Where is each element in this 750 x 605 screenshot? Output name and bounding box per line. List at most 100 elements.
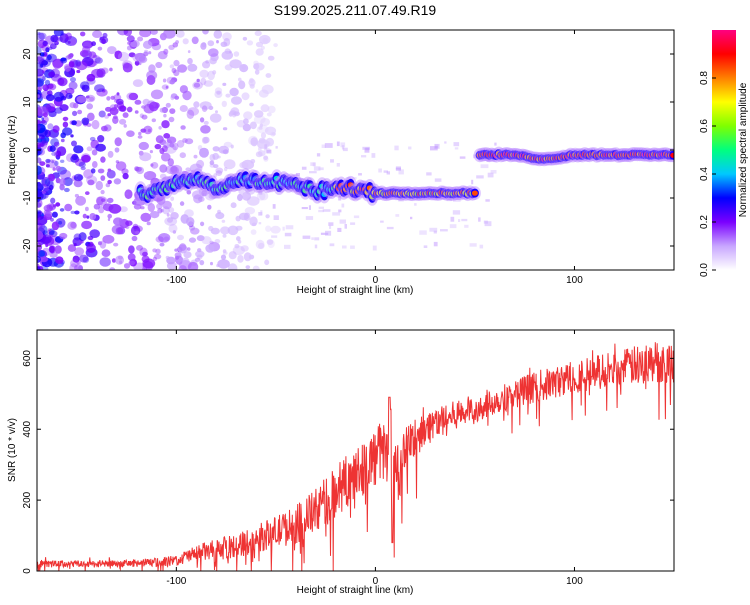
- spectrogram-noise-cell: [480, 164, 489, 169]
- spectrogram-noise-blob: [152, 256, 157, 261]
- spectrogram-noise-blob: [220, 41, 228, 47]
- spectrogram-noise-blob: [237, 193, 243, 202]
- spectrogram-noise-blob: [220, 254, 227, 260]
- spectrogram-noise-blob: [55, 150, 62, 157]
- spectrogram-noise-blob: [222, 127, 228, 131]
- spectrogram-noise-blob: [122, 62, 133, 73]
- spectrogram-noise-cell: [258, 190, 263, 195]
- spectrogram-noise-blob: [53, 30, 64, 37]
- spectrogram-noise-blob: [37, 209, 42, 214]
- spectrogram-noise-blob: [115, 255, 124, 265]
- spectrogram-noise-blob: [106, 197, 114, 204]
- spectrogram-noise-blob: [78, 232, 87, 242]
- spectrogram-noise-blob: [78, 254, 89, 263]
- spectrogram-noise-blob: [158, 126, 162, 130]
- colorbar: 0.0 0.2 0.4 0.6 0.8 Normalized spectral ampl…: [699, 30, 749, 277]
- spectrogram-noise-cell: [317, 197, 321, 203]
- spectrogram-noise-blob: [37, 78, 45, 87]
- spectrogram-noise-blob: [254, 30, 262, 36]
- spectrogram-noise-blob: [265, 214, 270, 219]
- spectrogram-noise-blob: [54, 160, 59, 166]
- spectrogram-noise-blob: [181, 257, 190, 266]
- spectrogram-noise-blob: [162, 200, 172, 210]
- spectrogram-noise-blob: [70, 210, 76, 214]
- spectrogram-noise-blob: [41, 176, 51, 187]
- spectrogram-noise-blob: [139, 247, 148, 257]
- spectrogram-noise-blob: [50, 34, 59, 43]
- spectrogram-noise-blob: [55, 256, 64, 265]
- spectrogram-noise-blob: [113, 242, 119, 247]
- spectrogram-noise-blob: [65, 32, 72, 40]
- spectrogram-noise-blob: [132, 53, 146, 63]
- spectrogram-noise-blob: [41, 117, 44, 121]
- spectrogram-noise-blob: [188, 237, 197, 243]
- spectrogram-noise-blob: [122, 112, 129, 118]
- spectrogram-noise-blob: [207, 70, 216, 81]
- spectrogram-noise-blob: [52, 204, 57, 208]
- spectrogram-noise-blob: [255, 41, 264, 48]
- spectrogram-noise-blob: [37, 32, 45, 41]
- spectrogram-ridge-core: [321, 191, 328, 197]
- spectrogram-noise-blob: [175, 40, 180, 44]
- snr-y-tick-label: 400: [22, 420, 33, 437]
- spectrogram-noise-blob: [159, 164, 168, 173]
- spectrogram-noise-cell: [454, 147, 459, 150]
- spectrogram-noise-blob: [242, 36, 248, 41]
- spectrogram-noise-blob: [170, 212, 179, 220]
- spectrogram-noise-blob: [109, 107, 119, 116]
- spectrogram-noise-cell: [476, 175, 484, 179]
- spectrogram-noise-blob: [136, 166, 145, 175]
- spectrogram-noise-cell: [423, 245, 428, 248]
- spectrogram-noise-blob: [222, 32, 232, 41]
- spectrogram-noise-cell: [295, 173, 300, 177]
- spectrogram-noise-cell: [487, 172, 494, 178]
- spectrogram-noise-cell: [271, 235, 278, 238]
- spectrogram-noise-cell: [336, 141, 340, 147]
- spectrogram-noise-blob: [45, 47, 50, 53]
- spectrogram-noise-blob: [47, 228, 52, 232]
- spectrogram-noise-cell: [483, 220, 488, 224]
- snr-y-label: SNR (10 * v/v): [7, 418, 18, 482]
- spectrogram-noise-blob: [214, 87, 223, 94]
- spectrogram-noise-blob: [87, 179, 95, 186]
- spectrogram-noise-blob: [76, 61, 88, 71]
- spectrogram-noise-blob: [115, 161, 127, 171]
- spectrogram-noise-blob: [45, 210, 52, 218]
- spectrogram-noise-cell: [426, 172, 432, 176]
- spectrogram-noise-cell: [318, 206, 324, 209]
- spectrogram-noise-blob: [196, 159, 205, 169]
- spectrogram-noise-cell: [490, 170, 497, 174]
- spectrogram-noise-blob: [86, 243, 96, 253]
- spectrogram-noise-blob: [42, 112, 49, 118]
- spectrogram-noise-blob: [138, 141, 149, 151]
- spectrogram-noise-blob: [117, 30, 129, 36]
- spectrogram-noise-cell: [258, 147, 262, 151]
- spectrogram-noise-blob: [86, 175, 98, 185]
- spectrogram-noise-blob: [255, 151, 263, 158]
- spectrogram-noise-blob: [228, 111, 233, 117]
- spectrogram-noise-blob: [162, 78, 167, 83]
- spectrogram-noise-blob: [80, 166, 86, 171]
- spectrogram-noise-blob: [128, 52, 136, 58]
- spectrogram-noise-blob: [266, 239, 274, 246]
- spectrogram-noise-blob: [221, 219, 226, 223]
- spectrogram-noise-blob: [97, 46, 103, 51]
- spectrogram-noise-blob: [53, 141, 60, 147]
- spectrogram-noise-cell: [364, 148, 370, 153]
- spectrogram-image: [37, 30, 674, 270]
- spectrogram-noise-blob: [175, 30, 185, 38]
- spectrogram-noise-blob: [37, 56, 45, 65]
- spectrogram-noise-cell: [282, 226, 285, 231]
- spectrogram-noise-blob: [163, 133, 171, 139]
- spectrogram-noise-blob: [167, 217, 173, 223]
- spectrogram-noise-blob: [39, 52, 45, 57]
- spectrogram-noise-blob: [136, 245, 143, 251]
- spectrogram-noise-cell: [353, 215, 360, 219]
- spectrogram-noise-blob: [146, 221, 151, 226]
- spectrogram-noise-cell: [316, 153, 321, 157]
- spectrogram-noise-blob: [213, 173, 217, 178]
- spectrogram-noise-blob: [67, 40, 71, 44]
- spectrogram-noise-cell: [330, 159, 334, 163]
- spectrogram-noise-cell: [479, 244, 484, 249]
- spectrogram-noise-blob: [169, 166, 179, 175]
